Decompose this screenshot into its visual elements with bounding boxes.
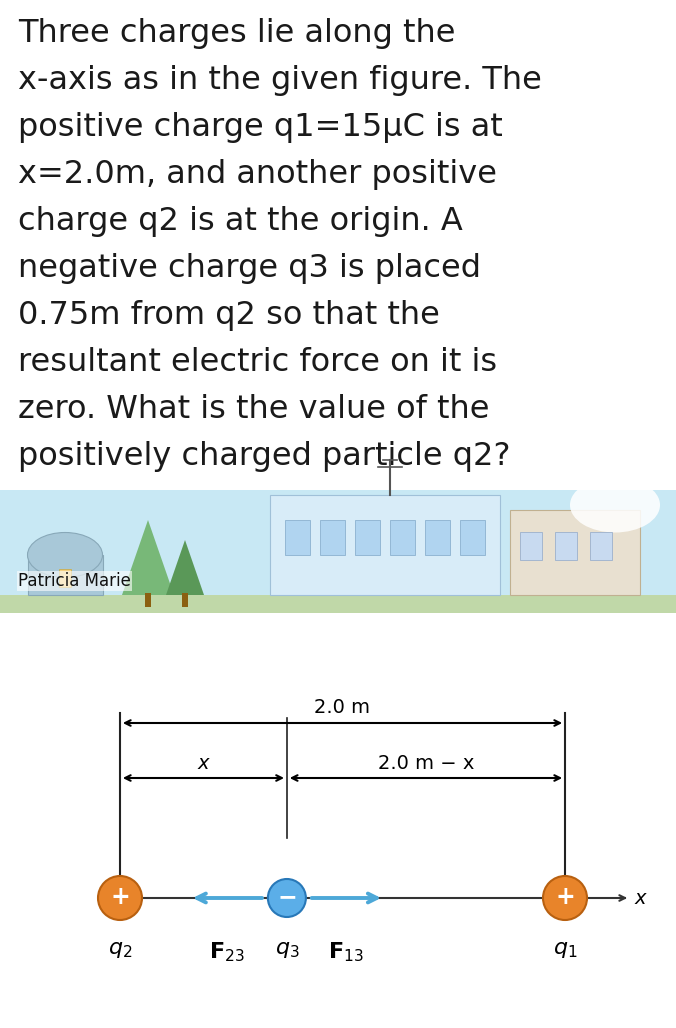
Text: x: x [635, 888, 646, 908]
Text: x=2.0m, and another positive: x=2.0m, and another positive [18, 159, 497, 190]
Text: $q_3$: $q_3$ [274, 940, 299, 960]
Bar [425, 520, 450, 555]
Ellipse shape [268, 879, 306, 917]
Text: $\mathbf{F}_{23}$: $\mathbf{F}_{23}$ [210, 940, 245, 963]
Text: −: − [277, 885, 297, 909]
Bar [0, 490, 676, 613]
Text: positively charged particle q2?: positively charged particle q2? [18, 441, 510, 472]
Text: positive charge q1=15μC is at: positive charge q1=15μC is at [18, 112, 503, 143]
Ellipse shape [98, 876, 142, 920]
Ellipse shape [570, 477, 660, 533]
Bar [182, 593, 188, 607]
Bar [555, 533, 577, 560]
Bar [59, 570, 71, 587]
Bar [520, 533, 542, 560]
Text: $\mathbf{F}_{13}$: $\mathbf{F}_{13}$ [329, 940, 364, 963]
Text: +: + [110, 885, 130, 909]
Bar [0, 0, 676, 490]
Bar [460, 520, 485, 555]
Bar [320, 520, 345, 555]
Text: x: x [197, 754, 209, 773]
Text: 0.75m from q2 so that the: 0.75m from q2 so that the [18, 300, 440, 331]
Text: Three charges lie along the: Three charges lie along the [18, 19, 456, 49]
Text: zero. What is the value of the: zero. What is the value of the [18, 394, 489, 425]
Bar [0, 613, 676, 1028]
Bar [590, 533, 612, 560]
Bar [28, 555, 103, 595]
Ellipse shape [28, 533, 103, 578]
Text: Patricia Marie: Patricia Marie [18, 572, 131, 590]
Bar [0, 595, 676, 613]
Text: +: + [555, 885, 575, 909]
Bar [510, 510, 640, 595]
Bar [355, 520, 380, 555]
Text: 2.0 m: 2.0 m [314, 698, 370, 717]
Bar [145, 593, 151, 607]
Text: 2.0 m − x: 2.0 m − x [378, 754, 474, 773]
Text: $q_1$: $q_1$ [553, 940, 577, 960]
Polygon shape [122, 520, 174, 595]
Bar [285, 520, 310, 555]
Text: $q_2$: $q_2$ [107, 940, 132, 960]
Text: x-axis as in the given figure. The: x-axis as in the given figure. The [18, 65, 542, 96]
Text: resultant electric force on it is: resultant electric force on it is [18, 347, 497, 378]
Polygon shape [166, 540, 204, 595]
Text: charge q2 is at the origin. A: charge q2 is at the origin. A [18, 206, 463, 237]
Bar [270, 495, 500, 595]
Bar [390, 520, 415, 555]
Ellipse shape [543, 876, 587, 920]
Text: negative charge q3 is placed: negative charge q3 is placed [18, 253, 481, 284]
